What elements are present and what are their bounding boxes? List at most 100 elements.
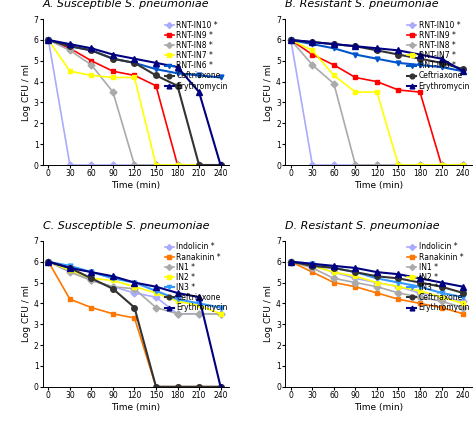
Y-axis label: Log CFU / ml: Log CFU / ml (22, 285, 31, 342)
Ranakinin * (374, 290, 380, 295)
Line: RNT-IN8 *: RNT-IN8 * (289, 37, 465, 167)
Ceftriaxone (67, 265, 73, 270)
Text: B. Resistant S. pneumoniae: B. Resistant S. pneumoniae (285, 0, 439, 9)
RNT-IN9 * (331, 62, 337, 68)
IN3 * (175, 297, 181, 302)
Erythromycin (310, 40, 315, 45)
Ceftriaxone (196, 384, 202, 389)
RNT-IN8 * (132, 162, 137, 167)
IN1 * (438, 299, 444, 304)
RNT-IN6 * (110, 56, 116, 61)
IN1 * (353, 280, 358, 285)
IN2 * (460, 301, 466, 306)
RNT-IN7 * (331, 73, 337, 78)
IN1 * (153, 305, 159, 310)
Ranakinin * (417, 301, 423, 306)
IN3 * (288, 259, 294, 264)
RNT-IN10 * (132, 162, 137, 167)
Erythromycin (153, 60, 159, 65)
Erythromycin (396, 272, 401, 277)
RNT-IN6 * (438, 65, 444, 70)
IN1 * (310, 265, 315, 270)
Erythromycin (331, 42, 337, 47)
RNT-IN9 * (438, 162, 444, 167)
Ceftriaxone (132, 305, 137, 310)
Ceftriaxone (46, 259, 51, 264)
Line: RNT-IN9 *: RNT-IN9 * (289, 37, 465, 167)
Indolicin * (153, 295, 159, 300)
RNT-IN10 * (310, 162, 315, 167)
RNT-IN8 * (67, 48, 73, 53)
RNT-IN6 * (353, 52, 358, 57)
RNT-IN9 * (46, 37, 51, 42)
RNT-IN7 * (132, 75, 137, 80)
Erythromycin (218, 162, 223, 167)
Text: A. Susceptible S. pneumoniae: A. Susceptible S. pneumoniae (43, 0, 210, 9)
RNT-IN10 * (196, 162, 202, 167)
RNT-IN10 * (153, 162, 159, 167)
IN3 * (110, 276, 116, 281)
Erythromycin (288, 37, 294, 42)
Ceftriaxone (89, 48, 94, 53)
Erythromycin (438, 280, 444, 285)
IN3 * (438, 290, 444, 295)
RNT-IN8 * (353, 162, 358, 167)
RNT-IN7 * (438, 162, 444, 167)
Ranakinin * (196, 384, 202, 389)
RNT-IN10 * (417, 162, 423, 167)
Erythromycin (196, 90, 202, 95)
RNT-IN7 * (460, 162, 466, 167)
RNT-IN9 * (353, 75, 358, 80)
RNT-IN6 * (417, 62, 423, 68)
Line: Ranakinin *: Ranakinin * (289, 259, 465, 316)
RNT-IN10 * (175, 162, 181, 167)
Ceftriaxone (353, 44, 358, 49)
IN2 * (353, 274, 358, 279)
RNT-IN9 * (460, 162, 466, 167)
Line: Indolicin *: Indolicin * (46, 259, 223, 316)
IN1 * (46, 259, 51, 264)
RNT-IN10 * (374, 162, 380, 167)
Line: IN1 *: IN1 * (289, 259, 465, 310)
RNT-IN6 * (46, 37, 51, 42)
Line: Erythromycin: Erythromycin (288, 37, 466, 74)
RNT-IN7 * (67, 69, 73, 74)
Line: RNT-IN6 *: RNT-IN6 * (46, 37, 223, 80)
IN3 * (67, 264, 73, 269)
RNT-IN9 * (110, 69, 116, 74)
Line: RNT-IN9 *: RNT-IN9 * (46, 37, 223, 167)
Erythromycin (89, 46, 94, 51)
RNT-IN10 * (67, 162, 73, 167)
Ranakinin * (67, 297, 73, 302)
IN1 * (288, 259, 294, 264)
IN2 * (196, 303, 202, 308)
Erythromycin (89, 269, 94, 275)
Line: RNT-IN10 *: RNT-IN10 * (289, 37, 465, 167)
RNT-IN10 * (288, 37, 294, 42)
RNT-IN10 * (46, 37, 51, 42)
Line: IN1 *: IN1 * (46, 259, 223, 316)
RNT-IN10 * (89, 162, 94, 167)
Ranakinin * (46, 259, 51, 264)
RNT-IN10 * (460, 162, 466, 167)
IN3 * (396, 280, 401, 285)
RNT-IN6 * (218, 75, 223, 80)
RNT-IN8 * (175, 162, 181, 167)
RNT-IN8 * (288, 37, 294, 42)
Indolicin * (438, 295, 444, 300)
Indolicin * (110, 284, 116, 289)
IN2 * (374, 280, 380, 285)
Line: Ceftriaxone: Ceftriaxone (288, 259, 466, 296)
X-axis label: Time (min): Time (min) (111, 181, 161, 190)
Line: RNT-IN7 *: RNT-IN7 * (289, 37, 465, 167)
Erythromycin (175, 290, 181, 295)
Ceftriaxone (417, 56, 423, 61)
RNT-IN10 * (438, 162, 444, 167)
Ceftriaxone (67, 44, 73, 49)
IN1 * (460, 305, 466, 310)
Line: Ceftriaxone: Ceftriaxone (46, 259, 223, 390)
IN2 * (396, 284, 401, 289)
IN2 * (288, 259, 294, 264)
Erythromycin (353, 44, 358, 49)
Line: IN3 *: IN3 * (46, 259, 223, 310)
